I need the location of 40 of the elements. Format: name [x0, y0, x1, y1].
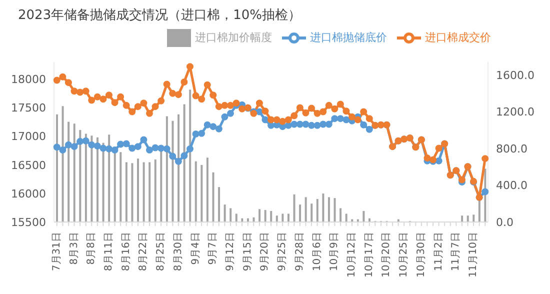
legend-label: 进口棉成交价	[425, 31, 491, 44]
y2-tick-label: 1600.0	[496, 68, 534, 82]
x-tick-label: 9月28日	[294, 232, 306, 272]
y-tick-label: 18000	[11, 73, 46, 86]
x-tick-label: 10月20日	[381, 232, 392, 278]
x-tick-label: 10月30日	[416, 232, 427, 278]
x-tick-label: 11月10日	[468, 232, 480, 278]
x-tick-label: 7月31日	[51, 232, 62, 272]
y2-tick-label: 1200.0	[496, 106, 534, 119]
x-tick-label: 10月25日	[398, 232, 410, 278]
y-tick-label: 17000	[11, 130, 46, 144]
x-tick-label: 9月20日	[260, 232, 271, 272]
x-tick-label: 8月8日	[86, 232, 98, 265]
x-tick-label: 8月11日	[103, 232, 114, 272]
y2-tick-label: 400.0	[496, 179, 528, 192]
x-tick-label: 10月9日	[329, 232, 340, 272]
x-tick-label: 8月30日	[172, 232, 184, 272]
y2-tick-label: 0.0	[496, 216, 514, 229]
x-tick-label: 11月2日	[433, 232, 444, 272]
x-tick-label: 8月22日	[138, 232, 150, 272]
x-tick-label: 8月3日	[68, 232, 80, 265]
x-tick-label: 9月4日	[190, 232, 202, 265]
y-tick-label: 16000	[11, 187, 46, 200]
x-tick-label: 9月25日	[277, 232, 288, 272]
x-tick-label: 9月15日	[242, 232, 254, 272]
x-tick-label: 9月12日	[224, 232, 236, 272]
legend-label: 进口棉抛储底价	[310, 31, 387, 44]
legend-label: 进口棉加价幅度	[195, 31, 272, 44]
y-tick-label: 15500	[11, 216, 46, 229]
x-tick-label: 10月12日	[346, 232, 358, 278]
y2-tick-label: 800.0	[496, 142, 528, 156]
x-tick-label: 11月7日	[450, 232, 462, 272]
y-tick-label: 17500	[11, 102, 46, 115]
x-tick-label: 8月16日	[120, 232, 132, 272]
x-tick-label: 10月17日	[364, 232, 375, 278]
x-tick-label: 9月7日	[208, 232, 219, 265]
chart-title: 2023年储备抛储成交情况（进口棉，10%抽检）	[18, 7, 301, 24]
y-tick-label: 16500	[11, 158, 46, 172]
x-tick-label: 10月6日	[312, 232, 323, 272]
x-tick-label: 8月25日	[156, 232, 167, 272]
